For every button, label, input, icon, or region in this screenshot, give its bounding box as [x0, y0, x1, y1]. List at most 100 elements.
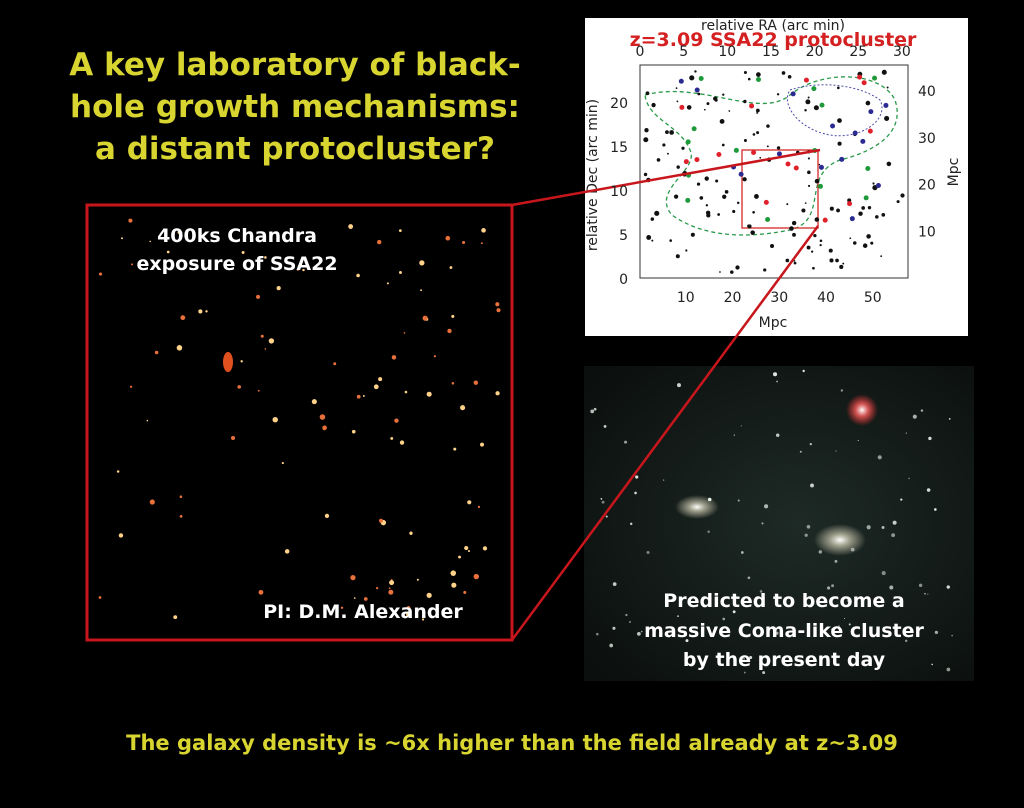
- protocluster-member: [716, 151, 722, 157]
- field-galaxy: [743, 70, 747, 75]
- field-galaxy: [756, 131, 760, 135]
- field-galaxy: [813, 234, 817, 238]
- x-ray-source: [348, 224, 354, 229]
- x-ray-source: [149, 499, 155, 505]
- x-ray-source: [467, 500, 472, 505]
- x-ray-source: [480, 442, 484, 447]
- field-galaxy: [728, 110, 731, 112]
- field-galaxy: [842, 262, 845, 265]
- x-ray-source: [322, 425, 327, 431]
- map-frame: [639, 64, 909, 279]
- field-galaxy: [645, 91, 650, 96]
- x-ray-source: [362, 395, 365, 397]
- field-galaxy: [743, 138, 747, 143]
- x-ray-source: [319, 414, 326, 420]
- x-ray-source: [473, 573, 480, 580]
- field-galaxy: [756, 72, 761, 77]
- field-galaxy: [763, 268, 767, 272]
- star: [951, 634, 953, 637]
- x-ray-source: [353, 597, 356, 599]
- field-galaxy: [858, 211, 863, 216]
- x-ray-source: [399, 440, 405, 445]
- field-galaxy: [861, 206, 865, 210]
- left-axis-label: relative Dec (arc min): [585, 99, 601, 251]
- chandra-frame: [85, 203, 514, 642]
- protocluster-member: [849, 216, 855, 222]
- field-galaxy: [829, 206, 834, 211]
- star: [677, 383, 681, 388]
- top-tick-label: 5: [679, 44, 688, 60]
- field-galaxy: [862, 243, 868, 248]
- star: [892, 520, 897, 525]
- star: [634, 491, 637, 495]
- protocluster-member: [793, 165, 799, 171]
- field-galaxy: [900, 193, 905, 198]
- field-galaxy: [769, 243, 775, 249]
- x-ray-source: [128, 218, 133, 223]
- star: [764, 504, 769, 509]
- field-galaxy: [837, 86, 840, 90]
- x-ray-source: [433, 355, 436, 358]
- x-ray-source: [420, 289, 423, 292]
- field-galaxy: [872, 182, 875, 185]
- field-galaxy: [759, 156, 762, 159]
- x-ray-source: [406, 605, 411, 610]
- galaxy: [675, 495, 719, 519]
- field-galaxy: [694, 70, 697, 73]
- protocluster-member: [765, 216, 771, 222]
- field-galaxy: [886, 86, 889, 89]
- star: [877, 455, 882, 460]
- field-galaxy: [704, 176, 709, 181]
- field-galaxy: [665, 130, 669, 135]
- field-galaxy: [839, 264, 844, 270]
- x-ray-source: [422, 315, 428, 321]
- field-galaxy: [849, 237, 852, 240]
- star: [855, 634, 857, 636]
- field-galaxy: [736, 201, 740, 205]
- left-tick-label: 0: [619, 272, 628, 288]
- field-galaxy: [804, 202, 807, 204]
- field-galaxy: [835, 258, 839, 263]
- x-ray-source: [377, 239, 382, 245]
- star: [881, 526, 885, 529]
- protocluster-member: [678, 78, 684, 84]
- star: [802, 369, 805, 373]
- map-title: z=3.09 SSA22 protocluster: [630, 29, 917, 51]
- x-ray-source: [451, 582, 457, 588]
- x-ray-source: [404, 390, 408, 394]
- x-ray-source: [495, 391, 500, 396]
- x-ray-source: [298, 232, 301, 235]
- protocluster-member: [811, 86, 817, 92]
- x-ray-source: [296, 269, 299, 271]
- protocluster-member: [785, 161, 791, 167]
- star: [677, 615, 679, 618]
- x-ray-source: [463, 590, 467, 594]
- star: [870, 634, 873, 637]
- x-ray-source: [154, 350, 159, 355]
- field-galaxy: [865, 100, 871, 106]
- field-galaxy: [819, 244, 822, 247]
- field-galaxy: [724, 190, 729, 194]
- field-galaxy: [828, 248, 833, 253]
- field-galaxy: [867, 205, 872, 210]
- field-galaxy: [807, 184, 811, 188]
- star: [740, 425, 742, 427]
- x-ray-source: [464, 546, 469, 551]
- field-galaxy: [697, 92, 701, 96]
- x-ray-source: [460, 405, 466, 411]
- x-ray-source: [386, 282, 389, 285]
- protocluster-member: [863, 195, 869, 201]
- star: [637, 632, 641, 636]
- x-ray-source: [482, 546, 488, 551]
- field-galaxy: [675, 254, 680, 259]
- field-galaxy: [735, 265, 740, 270]
- field-galaxy: [643, 137, 649, 143]
- right-tick-label: 30: [918, 131, 936, 147]
- x-ray-source: [350, 574, 356, 581]
- chandra-credit: PI: D.M. Alexander: [263, 601, 463, 623]
- star: [629, 621, 631, 623]
- field-galaxy: [656, 158, 661, 162]
- chandra-caption: exposure of SSA22: [136, 253, 337, 275]
- star: [900, 498, 903, 501]
- x-ray-source: [480, 242, 483, 245]
